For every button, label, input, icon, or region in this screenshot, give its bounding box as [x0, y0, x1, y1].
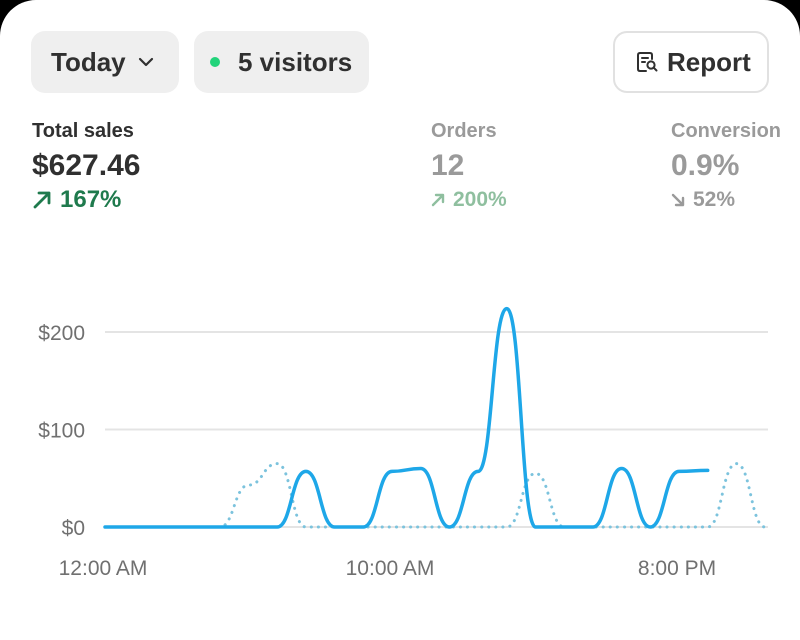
report-search-icon: [635, 50, 659, 74]
x-tick-label: 10:00 AM: [346, 557, 435, 580]
y-tick-label: $200: [38, 322, 85, 345]
orders-change-value: 200%: [453, 188, 507, 211]
total-sales-label: Total sales: [32, 120, 134, 142]
current-period-line: [103, 306, 710, 529]
total-sales-value: $627.46: [32, 149, 141, 182]
total-sales-metric[interactable]: Total sales $627.46 167%: [32, 118, 140, 214]
date-range-selector[interactable]: Today: [31, 31, 179, 93]
report-button[interactable]: Report: [613, 31, 769, 93]
live-visitors-badge[interactable]: 5 visitors: [194, 31, 369, 93]
sales-over-time-chart: $0 $100 $200 12:00 AM 10:00 AM 8:00 PM: [38, 306, 768, 580]
conversion-change: 52%: [671, 186, 781, 214]
arrow-down-right-icon: [671, 193, 685, 207]
conversion-value: 0.9%: [671, 149, 740, 182]
total-sales-change: 167%: [32, 186, 140, 214]
orders-value: 12: [431, 149, 465, 182]
x-tick-label: 8:00 PM: [638, 557, 716, 580]
conversion-label: Conversion: [671, 120, 782, 142]
visitors-label: 5 visitors: [238, 46, 353, 77]
total-sales-change-value: 167%: [60, 186, 122, 213]
date-range-label: Today: [51, 46, 126, 77]
orders-change: 200%: [431, 186, 507, 214]
report-button-label: Report: [667, 46, 751, 77]
arrow-up-right-icon: [32, 190, 52, 210]
live-status-dot: [210, 57, 220, 67]
orders-label: Orders: [431, 120, 497, 142]
arrow-up-right-icon: [431, 193, 445, 207]
orders-metric[interactable]: Orders 12 200%: [431, 118, 507, 214]
conversion-change-value: 52%: [693, 188, 736, 211]
x-tick-label: 12:00 AM: [59, 557, 148, 580]
conversion-metric[interactable]: Conversion 0.9% 52%: [671, 118, 781, 214]
y-tick-label: $100: [38, 420, 85, 443]
chevron-down-icon: [138, 57, 154, 67]
y-tick-label: $0: [62, 517, 85, 540]
